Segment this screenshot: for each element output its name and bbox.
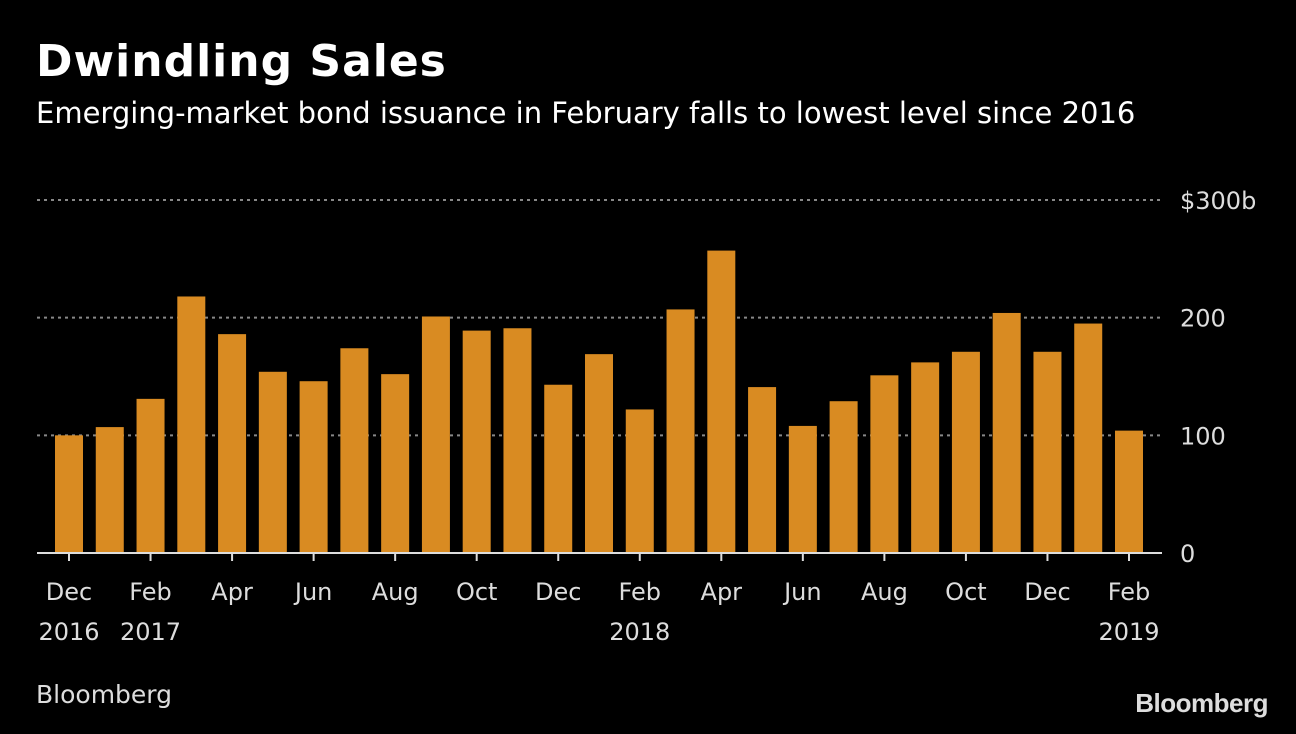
bar (1115, 430, 1143, 553)
bar (748, 387, 777, 553)
x-tick-label: Feb (129, 578, 172, 606)
bar (462, 330, 491, 553)
bar (788, 425, 817, 553)
x-tick-label: Dec (1024, 578, 1070, 606)
x-tick-label: Aug (372, 578, 419, 606)
y-tick-label: 100 (1180, 422, 1226, 450)
bar (381, 374, 410, 553)
bar (829, 401, 858, 553)
x-tick-label: Jun (782, 578, 822, 606)
x-tick-label: Dec (46, 578, 92, 606)
bar (258, 371, 287, 553)
y-tick-label: 200 (1180, 305, 1226, 333)
bar (911, 362, 940, 553)
x-tick-label: Oct (456, 578, 498, 606)
bar (585, 354, 613, 553)
chart-title: Dwindling Sales (36, 36, 447, 87)
bar (218, 334, 247, 553)
bar (951, 351, 980, 553)
x-tick-year-label: 2017 (120, 618, 181, 646)
bar (421, 316, 450, 553)
bar (503, 328, 532, 553)
bar (870, 375, 899, 553)
x-tick-label: Jun (293, 578, 333, 606)
bar (55, 435, 83, 553)
y-tick-label: 0 (1180, 540, 1195, 568)
source-label: Bloomberg (36, 680, 172, 709)
bar (95, 427, 124, 553)
x-tick-year-label: 2019 (1098, 618, 1159, 646)
bloomberg-logo: Bloomberg (1135, 688, 1268, 718)
x-tick-label: Apr (701, 578, 743, 606)
x-tick-label: Apr (211, 578, 253, 606)
y-tick-label: $300b (1180, 187, 1256, 215)
x-tick-label: Aug (861, 578, 908, 606)
bar (1033, 351, 1062, 553)
bar (707, 250, 736, 553)
chart-subtitle: Emerging-market bond issuance in Februar… (36, 96, 1136, 130)
x-tick-label: Oct (945, 578, 987, 606)
x-tick-year-label: 2016 (38, 618, 99, 646)
bar (177, 296, 206, 553)
bar (299, 381, 328, 553)
bar (992, 312, 1021, 553)
x-tick-year-label: 2018 (609, 618, 670, 646)
bar (625, 409, 654, 553)
bar (544, 384, 573, 553)
x-tick-label: Feb (619, 578, 662, 606)
bar (340, 348, 369, 553)
bar (136, 398, 165, 553)
bar (666, 309, 695, 553)
x-tick-label: Feb (1108, 578, 1151, 606)
x-tick-label: Dec (535, 578, 581, 606)
bar (1074, 323, 1103, 553)
